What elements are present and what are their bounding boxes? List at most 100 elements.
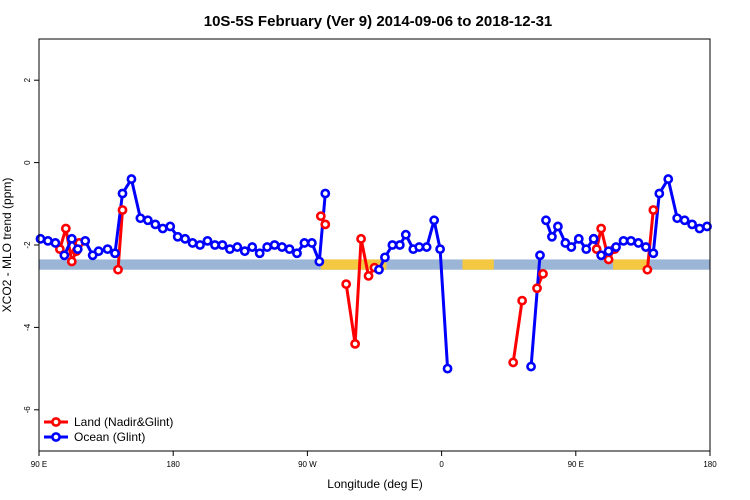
ocean-data-point bbox=[35, 233, 46, 244]
land-data-point bbox=[341, 279, 352, 290]
ocean-data-point bbox=[299, 238, 310, 248]
ocean-data-point bbox=[72, 244, 83, 255]
ocean-data-point bbox=[210, 240, 220, 250]
ocean-data-point bbox=[262, 242, 273, 252]
ocean-data-point bbox=[380, 252, 390, 263]
ocean-legend-label: Ocean (Glint) bbox=[74, 430, 145, 444]
ocean-data-point bbox=[277, 242, 287, 252]
ocean-data-point bbox=[195, 240, 205, 250]
ocean-data-point bbox=[588, 233, 599, 244]
y-tick-label: -6 bbox=[23, 406, 32, 414]
ocean-data-point bbox=[232, 242, 243, 252]
plot-frame bbox=[38, 38, 711, 452]
ocean-data-point bbox=[224, 244, 235, 255]
ocean-data-point bbox=[374, 264, 384, 275]
ocean-data-point bbox=[292, 248, 302, 259]
ocean-data-point bbox=[596, 250, 607, 261]
ocean-data-point bbox=[414, 242, 425, 252]
ocean-data-point bbox=[442, 363, 453, 374]
ocean-data-point bbox=[687, 219, 698, 230]
x-tick-label: 180 bbox=[703, 460, 717, 469]
land-data-point bbox=[517, 295, 528, 306]
ocean-data-point bbox=[400, 229, 411, 240]
land-data-point bbox=[113, 264, 123, 275]
x-tick-label: 0 bbox=[439, 460, 444, 469]
ocean-data-point bbox=[142, 215, 153, 226]
ocean-data-point bbox=[626, 235, 636, 246]
ocean-data-point bbox=[553, 221, 563, 232]
land-data-point bbox=[320, 219, 331, 230]
axes: 90 E 180 90 W 0 90 E 180 2 0 -2 -4 -6 bbox=[23, 77, 717, 469]
land-data-point bbox=[363, 270, 374, 281]
ocean-data-point bbox=[306, 238, 317, 248]
chart-title: 10S-5S February (Ver 9) 2014-09-06 to 20… bbox=[204, 13, 553, 30]
land-data-point bbox=[532, 283, 542, 294]
ocean-data-point bbox=[618, 235, 629, 246]
ocean-data-point bbox=[314, 256, 325, 267]
x-tick-label: 90 E bbox=[568, 460, 584, 469]
ocean-data-point bbox=[254, 248, 265, 259]
ocean-data-point bbox=[663, 174, 674, 184]
land-band-segment bbox=[462, 259, 494, 270]
land-data-point bbox=[66, 256, 77, 267]
land-data-point bbox=[642, 264, 653, 275]
ocean-data-point bbox=[102, 244, 113, 255]
ocean-data-point bbox=[187, 238, 198, 248]
ocean-data-point bbox=[435, 244, 446, 255]
land-legend-label: Land (Nadir&Glint) bbox=[74, 415, 173, 429]
ocean-data-point bbox=[43, 235, 53, 246]
ocean-data-point bbox=[202, 235, 213, 246]
land-data-point bbox=[538, 268, 548, 279]
ocean-data-point bbox=[59, 250, 70, 261]
ocean-data-point bbox=[66, 233, 77, 244]
y-tick-label: 0 bbox=[23, 160, 32, 165]
land-series-line bbox=[116, 209, 124, 270]
ocean-data-point bbox=[648, 248, 659, 259]
land-band-segment bbox=[613, 259, 648, 270]
land-data-point bbox=[508, 357, 519, 368]
x-tick-label: 90 W bbox=[298, 460, 317, 469]
land-data-point bbox=[117, 205, 128, 215]
ocean-data-point bbox=[80, 235, 91, 246]
ocean-data-point bbox=[150, 219, 161, 230]
ocean-data-point bbox=[247, 242, 258, 252]
ocean-data-point bbox=[672, 213, 683, 224]
ocean-data-point bbox=[547, 231, 557, 242]
ocean-data-point bbox=[180, 233, 191, 244]
ocean-data-point bbox=[679, 215, 690, 226]
ocean-data-point bbox=[694, 223, 705, 234]
y-tick-label: -4 bbox=[23, 323, 32, 331]
ocean-data-point bbox=[535, 250, 545, 261]
land-data-point bbox=[54, 244, 65, 255]
land-legend-marker bbox=[51, 417, 61, 427]
ocean-data-point bbox=[541, 215, 551, 226]
ocean-data-point bbox=[217, 240, 228, 250]
x-tick-label: 90 E bbox=[31, 460, 47, 469]
ocean-data-point bbox=[421, 242, 432, 252]
land-data-point bbox=[315, 211, 326, 222]
ocean-data-point bbox=[640, 242, 651, 252]
y-tick-label: -2 bbox=[23, 241, 32, 249]
land-data-point bbox=[356, 233, 366, 244]
land-data-point bbox=[648, 205, 659, 215]
y-axis-label: XCO2 - MLO trend (ppm) bbox=[0, 178, 14, 313]
land-data-point bbox=[350, 338, 361, 349]
land-band-segment bbox=[320, 259, 387, 270]
ocean-data-point bbox=[269, 240, 280, 250]
ocean-data-point bbox=[581, 244, 592, 255]
ocean-data-point bbox=[320, 188, 331, 199]
x-tick-label: 180 bbox=[167, 460, 181, 469]
land-series-line bbox=[344, 237, 376, 346]
ocean-data-point bbox=[526, 361, 536, 372]
ocean-data-point bbox=[702, 221, 712, 232]
ocean-legend-marker bbox=[51, 432, 61, 442]
ocean-data-point bbox=[135, 213, 146, 224]
land-data-point bbox=[60, 223, 71, 234]
ocean-data-point bbox=[394, 240, 405, 250]
ocean-data-point bbox=[633, 238, 644, 248]
ocean-data-point bbox=[387, 240, 398, 250]
land-data-point bbox=[603, 254, 614, 265]
land-series-line bbox=[511, 300, 524, 363]
ocean-data-point bbox=[157, 223, 168, 234]
